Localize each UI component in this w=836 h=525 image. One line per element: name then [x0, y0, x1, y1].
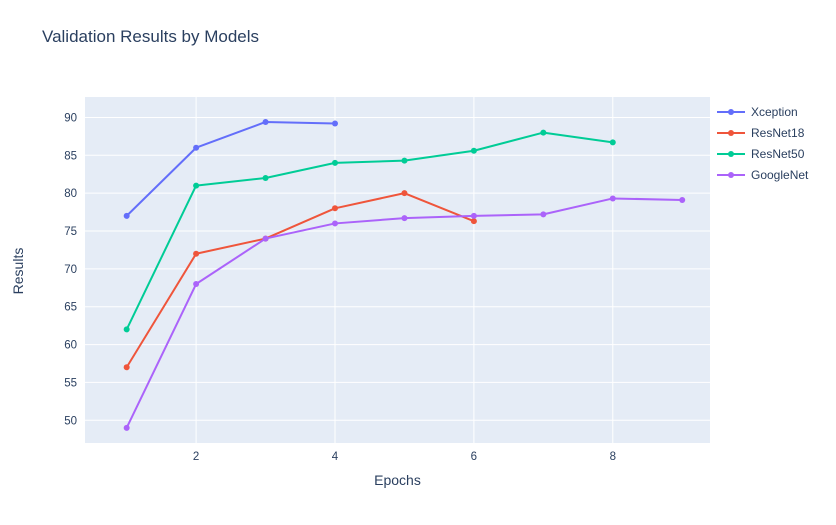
series-marker-resnet50 — [609, 139, 616, 146]
series-marker-googlenet — [401, 215, 408, 222]
series-marker-googlenet — [609, 195, 616, 202]
legend-swatch-icon — [717, 172, 745, 178]
x-tick-label: 8 — [610, 451, 616, 463]
y-tick-label: 70 — [64, 264, 77, 276]
chart-title: Validation Results by Models — [42, 27, 260, 46]
series-marker-googlenet — [123, 424, 130, 431]
legend-swatch-icon — [717, 151, 745, 157]
legend-label: ResNet18 — [751, 126, 805, 140]
legend-swatch-icon — [717, 130, 745, 136]
y-tick-label: 60 — [64, 340, 77, 352]
series-marker-resnet18 — [470, 218, 477, 225]
series-line-resnet50 — [125, 131, 614, 331]
legend-swatch-icon — [717, 109, 745, 115]
legend-item-resnet50[interactable]: ResNet50 — [716, 146, 808, 162]
plot-background — [85, 97, 710, 443]
x-tick-label: 4 — [332, 451, 339, 463]
series-marker-resnet18 — [123, 364, 130, 371]
series-marker-googlenet — [193, 281, 200, 288]
series-marker-googlenet — [540, 211, 547, 218]
y-tick-label: 85 — [64, 150, 77, 162]
y-tick-label: 65 — [64, 302, 77, 314]
y-tick-label: 90 — [64, 112, 77, 124]
series-marker-xception — [193, 144, 200, 151]
x-tick-label: 2 — [193, 451, 199, 463]
series-marker-resnet50 — [401, 157, 408, 164]
series-line-xception — [125, 120, 336, 217]
series-marker-resnet50 — [332, 159, 338, 166]
series-marker-resnet18 — [401, 190, 408, 197]
legend-item-googlenet[interactable]: GoogleNet — [716, 167, 808, 183]
series-marker-resnet50 — [540, 129, 547, 136]
x-tick-label: 6 — [471, 451, 477, 463]
series-marker-resnet18 — [193, 250, 200, 257]
series-marker-xception — [262, 118, 269, 125]
series-marker-resnet50 — [262, 175, 269, 182]
legend-item-resnet18[interactable]: ResNet18 — [716, 125, 808, 141]
series-marker-resnet50 — [193, 182, 200, 189]
series-marker-resnet50 — [470, 147, 477, 154]
series-marker-googlenet — [679, 196, 686, 203]
series-marker-resnet18 — [332, 205, 338, 212]
series-marker-googlenet — [470, 212, 477, 219]
y-tick-label: 80 — [64, 188, 77, 200]
series-marker-googlenet — [332, 220, 338, 227]
y-axis-title: Results — [10, 247, 26, 295]
series-marker-googlenet — [262, 235, 269, 242]
series-marker-xception — [332, 120, 338, 127]
series-marker-xception — [123, 212, 130, 219]
series-marker-resnet50 — [123, 326, 130, 333]
legend-item-xception[interactable]: Xception — [716, 104, 808, 120]
y-tick-label: 75 — [64, 226, 77, 238]
legend-label: GoogleNet — [751, 168, 809, 182]
legend-label: ResNet50 — [751, 147, 805, 161]
x-axis-title: Epochs — [374, 472, 421, 488]
legend: Xception ResNet18 ResNet50 GoogleNet — [716, 104, 808, 183]
y-tick-label: 50 — [64, 415, 77, 427]
legend-label: Xception — [751, 105, 798, 119]
y-tick-label: 55 — [64, 377, 77, 389]
series-line-resnet18 — [125, 192, 475, 369]
